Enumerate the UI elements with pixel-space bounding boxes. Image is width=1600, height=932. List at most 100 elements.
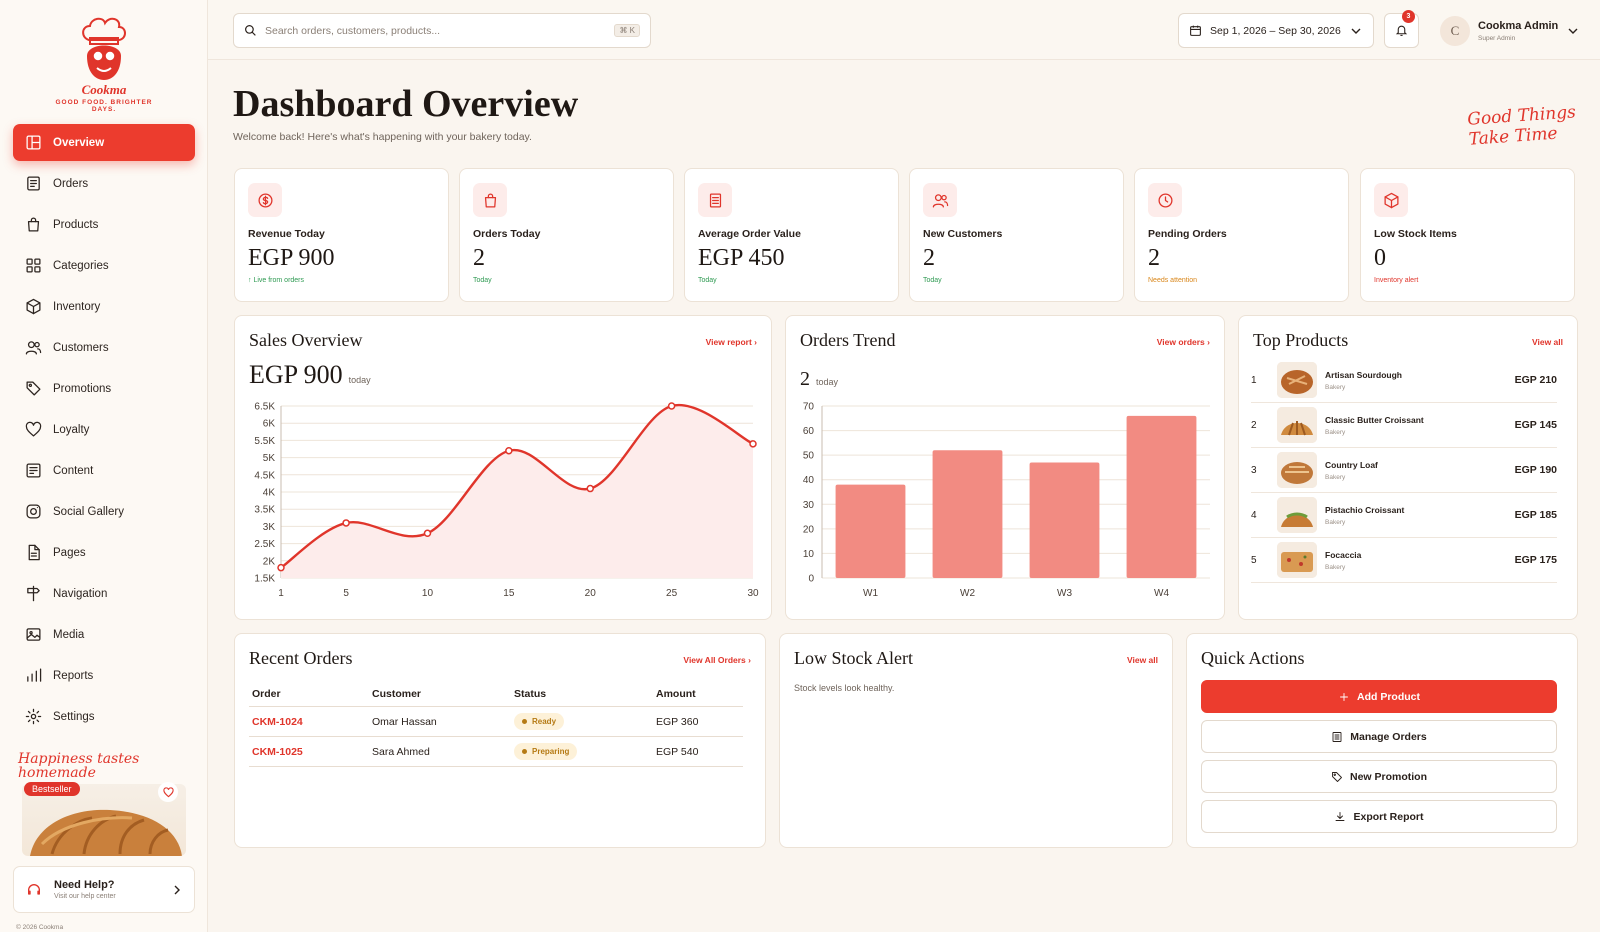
stat-label: Orders Today xyxy=(473,228,541,240)
sales-point[interactable] xyxy=(277,563,285,572)
stat-note: Inventory alert xyxy=(1374,277,1419,284)
product-name: Artisan Sourdough xyxy=(1325,369,1402,380)
bag-icon xyxy=(24,216,42,234)
export-report-button[interactable]: Export Report xyxy=(1201,800,1557,833)
table-row[interactable]: CKM-1025 Sara Ahmed Preparing EGP 540 xyxy=(249,736,743,767)
product-rank: 5 xyxy=(1251,554,1257,566)
status-dot xyxy=(522,749,527,754)
stat-value: 2 xyxy=(923,245,935,271)
page-subtitle: Welcome back! Here's what's happening wi… xyxy=(233,131,532,143)
orders-bar[interactable] xyxy=(1029,462,1100,578)
sidebar-item-label: Social Gallery xyxy=(53,505,124,518)
sidebar-item-content[interactable]: Content xyxy=(13,452,195,489)
sidebar-nav: Overview Orders Products Categories Inve… xyxy=(13,124,195,739)
y-tick-label: 3K xyxy=(263,522,276,533)
order-customer: Omar Hassan xyxy=(369,706,511,737)
product-price: EGP 145 xyxy=(1514,419,1557,431)
calendar-icon xyxy=(1190,25,1201,36)
search-icon xyxy=(245,25,256,36)
user-menu[interactable]: C Cookma Admin Super Admin xyxy=(1440,13,1578,48)
sidebar: Cookma GOOD FOOD. BRIGHTER DAYS. Overvie… xyxy=(0,0,208,932)
top-product-row[interactable]: 4 Pistachio Croissant Bakery EGP 185 xyxy=(1251,493,1557,538)
help-center-card[interactable]: Need Help? Visit our help center xyxy=(13,866,195,913)
sidebar-item-social-gallery[interactable]: Social Gallery xyxy=(13,493,195,530)
order-id-link[interactable]: CKM-1025 xyxy=(249,736,369,767)
sidebar-item-inventory[interactable]: Inventory xyxy=(13,288,195,325)
sidebar-item-categories[interactable]: Categories xyxy=(13,247,195,284)
sidebar-item-media[interactable]: Media xyxy=(13,616,195,653)
stat-note: Today xyxy=(473,277,492,284)
column-header: Order xyxy=(249,682,369,707)
top-product-row[interactable]: 3 Country Loaf Bakery EGP 190 xyxy=(1251,448,1557,493)
order-id-link[interactable]: CKM-1024 xyxy=(249,706,369,737)
sidebar-item-loyalty[interactable]: Loyalty xyxy=(13,411,195,448)
sidebar-item-settings[interactable]: Settings xyxy=(13,698,195,735)
manage-orders-button[interactable]: Manage Orders xyxy=(1201,720,1557,753)
y-tick-label: 70 xyxy=(803,402,815,413)
stat-card: Pending Orders 2 Needs attention xyxy=(1134,168,1349,302)
sales-point[interactable] xyxy=(586,484,594,493)
stat-value: 2 xyxy=(473,245,485,271)
chevron-right-icon xyxy=(174,885,180,894)
column-header: Status xyxy=(511,682,653,707)
view-all-orders-link[interactable]: View All Orders › xyxy=(683,655,751,665)
promo-script: Happiness tastes homemade xyxy=(18,751,140,781)
sales-point[interactable] xyxy=(667,402,676,410)
add-product-button[interactable]: Add Product xyxy=(1201,680,1557,713)
orders-bar[interactable] xyxy=(932,450,1003,578)
y-tick-label: 20 xyxy=(803,524,815,535)
sales-point[interactable] xyxy=(423,529,432,538)
orders-bar[interactable] xyxy=(1126,415,1197,578)
top-product-row[interactable]: 5 Focaccia Bakery EGP 175 xyxy=(1251,538,1557,583)
search-bar[interactable]: Search orders, customers, products... ⌘ … xyxy=(233,13,651,48)
view-all-products-link[interactable]: View all xyxy=(1531,337,1563,347)
new-promotion-button[interactable]: New Promotion xyxy=(1201,760,1557,793)
bag-icon xyxy=(473,183,507,217)
order-amount: EGP 540 xyxy=(653,736,743,767)
sidebar-item-reports[interactable]: Reports xyxy=(13,657,195,694)
view-report-link[interactable]: View report › xyxy=(705,337,757,347)
page-title: Dashboard Overview xyxy=(233,83,579,125)
view-all-stock-link[interactable]: View all xyxy=(1126,655,1158,665)
date-range-picker[interactable]: Sep 1, 2026 – Sep 30, 2026 xyxy=(1178,13,1374,48)
sidebar-item-pages[interactable]: Pages xyxy=(13,534,195,571)
sidebar-item-orders[interactable]: Orders xyxy=(13,165,195,202)
stat-label: Average Order Value xyxy=(698,228,801,240)
copyright: © 2026 Cookma xyxy=(16,924,64,931)
sales-point[interactable] xyxy=(342,519,350,527)
view-orders-link[interactable]: View orders › xyxy=(1156,337,1210,347)
sidebar-item-overview[interactable]: Overview xyxy=(13,124,195,161)
sales-overview-card: Sales Overview View report › EGP 900 toda… xyxy=(234,315,772,620)
x-tick-label: 5 xyxy=(343,588,349,599)
search-input[interactable]: Search orders, customers, products... xyxy=(265,24,441,37)
sidebar-item-promotions[interactable]: Promotions xyxy=(13,370,195,407)
headset-icon xyxy=(28,883,40,895)
heart-icon[interactable] xyxy=(158,782,178,802)
help-subtitle: Visit our help center xyxy=(54,893,116,900)
product-thumbnail xyxy=(1277,407,1317,443)
top-product-row[interactable]: 2 Classic Butter Croissant Bakery EGP 14… xyxy=(1251,403,1557,448)
notifications-button[interactable]: 3 xyxy=(1384,10,1419,48)
list-icon xyxy=(1331,731,1343,743)
sidebar-item-navigation[interactable]: Navigation xyxy=(13,575,195,612)
status-dot xyxy=(522,719,527,724)
sidebar-item-products[interactable]: Products xyxy=(13,206,195,243)
table-row[interactable]: CKM-1024 Omar Hassan Ready EGP 360 xyxy=(249,706,743,737)
sidebar-item-label: Navigation xyxy=(53,587,108,600)
product-name: Country Loaf xyxy=(1325,459,1378,470)
orders-bar[interactable] xyxy=(835,484,906,578)
view-report-label: View report xyxy=(705,337,752,347)
sales-point[interactable] xyxy=(749,440,757,448)
promo-card[interactable]: Happiness tastes homemade Bestseller xyxy=(18,752,188,856)
chevron-down-icon xyxy=(1351,28,1361,34)
sales-point[interactable] xyxy=(505,446,513,455)
brand-logo[interactable]: Cookma GOOD FOOD. BRIGHTER DAYS. xyxy=(46,16,162,113)
sidebar-item-label: Settings xyxy=(53,710,95,723)
sidebar-item-customers[interactable]: Customers xyxy=(13,329,195,366)
x-tick-label: 10 xyxy=(422,588,434,599)
top-product-row[interactable]: 1 Artisan Sourdough Bakery EGP 210 xyxy=(1251,358,1557,403)
quick-action-label: New Promotion xyxy=(1349,770,1427,783)
croissant-image xyxy=(22,784,186,856)
trend-value-wrap: 2 today xyxy=(800,368,838,391)
